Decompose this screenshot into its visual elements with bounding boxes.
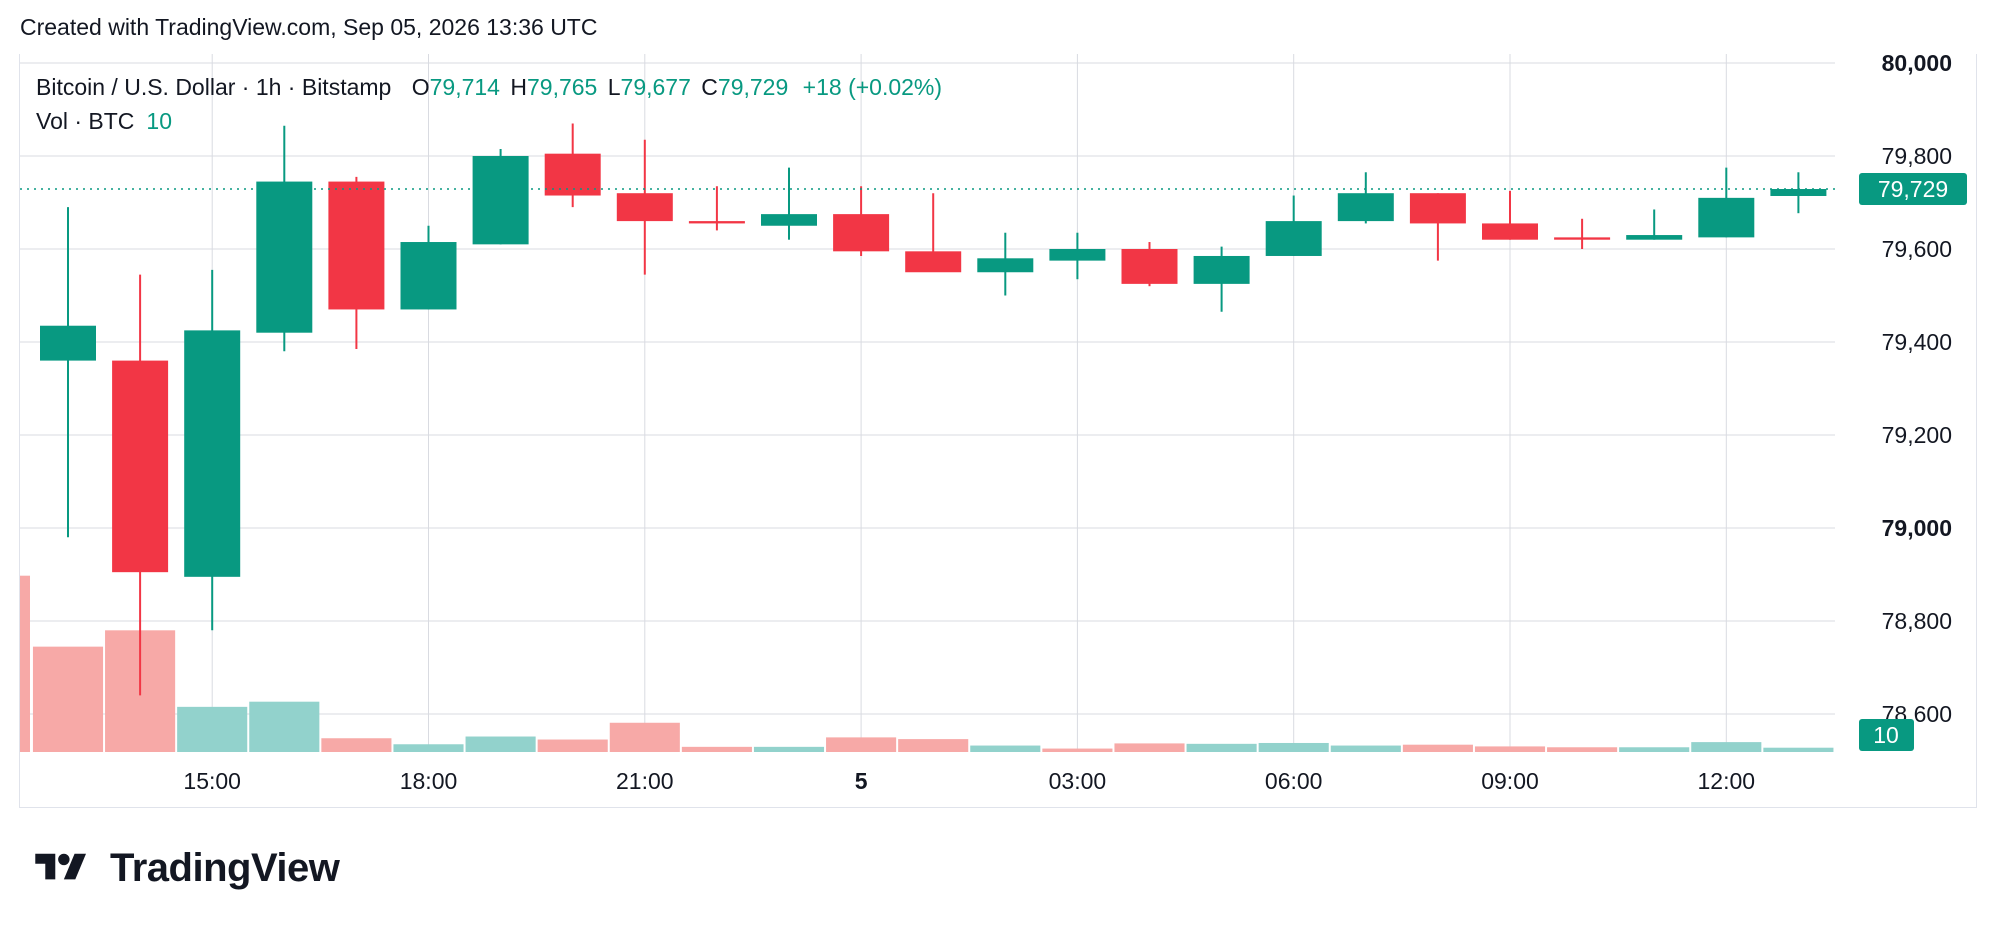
last-price-badge — [1859, 173, 1967, 206]
candle-body — [688, 221, 745, 224]
tradingview-brand-text: TradingView — [110, 845, 340, 890]
created-with-caption: Created with TradingView.com, Sep 05, 20… — [20, 14, 598, 40]
chart-legend: Bitcoin / U.S. Dollar · 1h · Bitstamp O7… — [36, 70, 942, 138]
candle-body — [905, 251, 962, 273]
price-tick-label: 79,400 — [1882, 329, 1952, 355]
legend-ohlc-row: Bitcoin / U.S. Dollar · 1h · Bitstamp O7… — [36, 70, 942, 104]
candlestick-chart[interactable]: 80,000 79,800 79,600 79,400 79,200 79,000 78,8… — [20, 54, 1978, 808]
time-tick-label: 09:00 — [1481, 768, 1539, 794]
candle-body — [328, 181, 385, 310]
last-price-label: 79,729 — [1878, 176, 1948, 202]
legend-low-value: 79,677 — [620, 74, 691, 100]
candle-body — [1554, 237, 1611, 240]
candle-body — [112, 360, 169, 573]
volume-bar — [1114, 743, 1185, 752]
legend-high-value: 79,765 — [527, 74, 598, 100]
volume-bar — [970, 745, 1041, 752]
price-tick-label: 80,000 — [1882, 54, 1952, 76]
volume-bar — [1763, 747, 1834, 752]
price-tick-label: 78,800 — [1882, 608, 1952, 634]
candle-body — [1265, 221, 1322, 256]
volume-bar — [465, 736, 536, 752]
volume-bar — [898, 739, 969, 752]
legend-open-value: 79,714 — [429, 74, 500, 100]
volume-bar — [826, 737, 897, 752]
candle-body — [184, 330, 241, 577]
last-volume-badge — [1859, 719, 1914, 751]
candle-body — [544, 153, 601, 196]
legend-change: +18 (+0.02%) — [802, 74, 943, 100]
legend-open-label: O — [411, 74, 430, 100]
volume-bar — [537, 739, 608, 752]
candle-body — [1193, 255, 1250, 284]
candle-body — [833, 214, 890, 252]
candle-body — [616, 193, 673, 222]
legend-high-label: H — [510, 74, 527, 100]
volume-bar — [32, 646, 104, 752]
legend-close-label: C — [701, 74, 718, 100]
candle-body — [472, 156, 529, 245]
candle-body — [1409, 193, 1466, 224]
candle-body — [761, 214, 817, 226]
legend-volume-label[interactable]: Vol · BTC — [36, 108, 135, 134]
volume-bar — [681, 746, 752, 752]
candle-body — [1626, 235, 1683, 240]
price-tick-label: 79,000 — [1882, 515, 1952, 541]
price-tick-label: 79,200 — [1882, 422, 1952, 448]
legend-symbol[interactable]: Bitcoin / U.S. Dollar · 1h · Bitstamp — [36, 74, 392, 100]
volume-bar — [1258, 742, 1329, 752]
tradingview-logo[interactable]: TradingView — [22, 845, 340, 890]
volume-bar — [1619, 747, 1690, 752]
candle-body — [1121, 249, 1178, 284]
legend-close-value: 79,729 — [717, 74, 789, 100]
price-tick-label: 79,600 — [1882, 236, 1952, 262]
volume-bar — [177, 706, 248, 752]
tradingview-logo-icon — [35, 853, 86, 880]
candle-body — [1482, 223, 1538, 240]
candle-body — [977, 258, 1034, 273]
volume-bar — [1547, 747, 1618, 752]
time-tick-label: 21:00 — [616, 768, 674, 794]
candle-body — [1337, 193, 1394, 222]
volume-bar — [20, 575, 30, 752]
last-volume-label: 10 — [1873, 722, 1899, 748]
time-tick-label: 18:00 — [400, 768, 458, 794]
time-tick-label: 06:00 — [1265, 768, 1323, 794]
volume-bar — [1402, 744, 1473, 752]
volume-bar — [1691, 742, 1762, 752]
candle-body — [1698, 197, 1755, 238]
candle-body — [256, 181, 313, 333]
volume-bar — [321, 738, 392, 752]
candle-body — [1049, 249, 1106, 261]
volume-bar — [393, 744, 464, 752]
candle-body — [400, 242, 457, 310]
price-tick-label: 79,800 — [1882, 143, 1952, 169]
volume-bar — [1186, 743, 1257, 752]
volume-bar — [1474, 746, 1546, 752]
volume-bar — [249, 701, 320, 752]
candle-body — [1770, 189, 1827, 196]
time-tick-label: 15:00 — [183, 768, 241, 794]
legend-volume-value: 10 — [146, 108, 173, 134]
time-tick-label: 12:00 — [1698, 768, 1756, 794]
time-tick-label: 03:00 — [1049, 768, 1107, 794]
volume-bar — [753, 746, 825, 752]
volume-bar — [1042, 748, 1113, 752]
legend-volume-row: Vol · BTC 10 — [36, 104, 942, 138]
volume-bar — [1330, 745, 1401, 752]
legend-low-label: L — [607, 74, 621, 100]
volume-bar — [609, 722, 680, 752]
time-tick-label: 5 — [855, 768, 868, 794]
chart-frame: 80,000 79,800 79,600 79,400 79,200 79,000 78,8… — [19, 54, 1977, 808]
candle-body — [40, 325, 96, 361]
